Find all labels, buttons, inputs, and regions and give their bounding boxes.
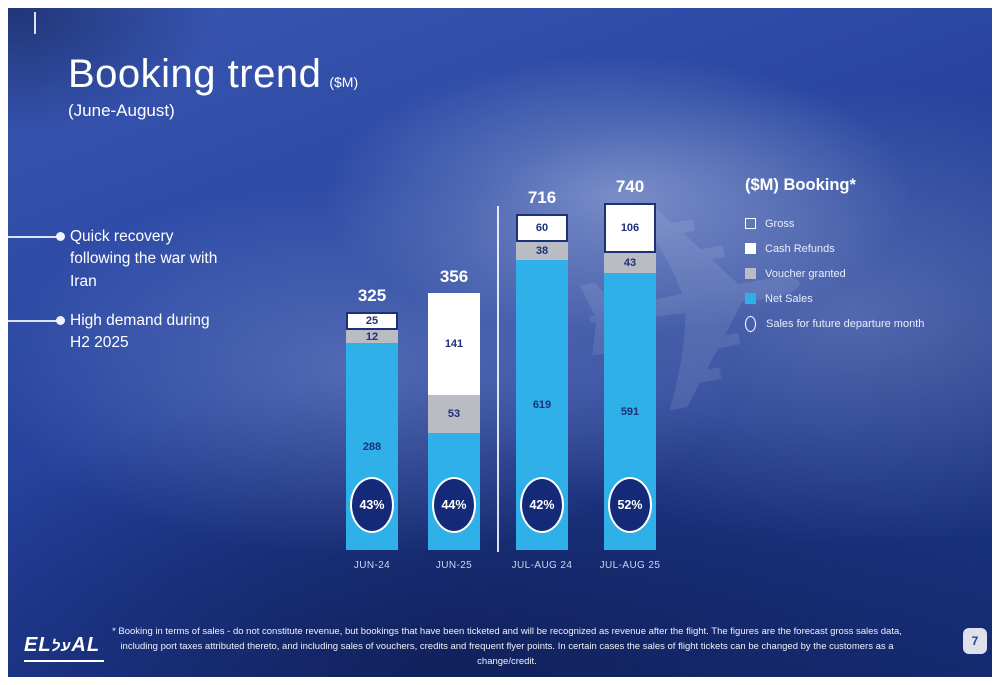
bar-segment-voucher: 38 bbox=[516, 242, 568, 260]
bar-segment-voucher: 43 bbox=[604, 253, 656, 273]
future-departure-share-oval: 44% bbox=[432, 477, 476, 533]
future-departure-share-oval: 42% bbox=[520, 477, 564, 533]
title-block: Booking trend ($M) (June-August) bbox=[68, 52, 358, 121]
category-label: JUL-AUG 25 bbox=[599, 560, 661, 571]
bar-total-label: 356 bbox=[439, 267, 469, 286]
bar-segment-gross: 106 bbox=[604, 203, 656, 253]
legend-label: Net Sales bbox=[765, 292, 813, 305]
legend-label: Sales for future departure month bbox=[766, 317, 925, 330]
category-label: JUN-25 bbox=[435, 560, 473, 571]
footnote: * Booking in terms of sales - do not con… bbox=[112, 626, 902, 668]
bar-total-label: 740 bbox=[615, 177, 645, 196]
title-unit: ($M) bbox=[329, 74, 359, 90]
chart-group-divider bbox=[497, 206, 499, 552]
legend-item-cash-refunds: Cash Refunds bbox=[745, 236, 924, 261]
legend-label: Cash Refunds bbox=[765, 242, 835, 255]
page-subtitle: (June-August) bbox=[68, 101, 175, 120]
callout-dot bbox=[56, 232, 65, 241]
page-title: Booking trend bbox=[68, 52, 322, 96]
callout-line bbox=[8, 236, 60, 238]
net-sales-swatch-icon bbox=[745, 293, 756, 304]
future-departure-share-oval: 52% bbox=[608, 477, 652, 533]
corner-tick-decoration bbox=[34, 12, 36, 34]
bar-total-label: 716 bbox=[527, 188, 557, 207]
bar-segment-gross: 25 bbox=[346, 312, 398, 330]
future-departure-share-oval: 43% bbox=[350, 477, 394, 533]
callout-quick-recovery: Quick recovery following the war with Ir… bbox=[8, 226, 220, 293]
logo-latin-left: EL bbox=[24, 634, 52, 656]
page-number: 7 bbox=[963, 628, 987, 654]
callout-text: Quick recovery following the war with Ir… bbox=[70, 228, 218, 290]
legend-title: ($M) Booking* bbox=[745, 176, 856, 194]
legend-item-net-sales: Net Sales bbox=[745, 286, 924, 311]
legend-item-future-departure: Sales for future departure month bbox=[745, 311, 924, 336]
callout-high-demand: High demand during H2 2025 bbox=[8, 310, 220, 355]
callout-line bbox=[8, 320, 60, 322]
bar-segment-voucher: 12 bbox=[346, 330, 398, 343]
logo-hebrew: על bbox=[51, 638, 72, 655]
logo-latin-right: AL bbox=[71, 634, 101, 656]
legend-label: Voucher granted bbox=[765, 267, 846, 280]
callout-dot bbox=[56, 316, 65, 325]
voucher-swatch-icon bbox=[745, 268, 756, 279]
bar-segment-voucher: 53 bbox=[428, 395, 480, 433]
elal-logo: ELעלAL bbox=[24, 634, 105, 662]
legend-label: Gross bbox=[765, 217, 795, 230]
cash-refunds-swatch-icon bbox=[745, 243, 756, 254]
bar-segment-gross: 60 bbox=[516, 214, 568, 242]
slide: ✈ Booking trend ($M) (June-August) Quick … bbox=[8, 8, 992, 677]
future-departure-oval-icon bbox=[745, 315, 756, 332]
legend-item-voucher-granted: Voucher granted bbox=[745, 261, 924, 286]
bar-chart: 251228832543%JUN-241415316235644%JUN-256… bbox=[8, 8, 992, 677]
legend-item-gross: Gross bbox=[745, 211, 924, 236]
bar-total-label: 325 bbox=[357, 286, 387, 305]
gross-swatch-icon bbox=[745, 218, 756, 229]
bar-segment-cash: 141 bbox=[428, 293, 480, 395]
category-label: JUN-24 bbox=[353, 560, 391, 571]
callout-text: High demand during H2 2025 bbox=[70, 312, 210, 352]
category-label: JUL-AUG 24 bbox=[511, 560, 573, 571]
chart-legend: ($M) Booking* Gross Cash Refunds Voucher… bbox=[745, 176, 924, 336]
